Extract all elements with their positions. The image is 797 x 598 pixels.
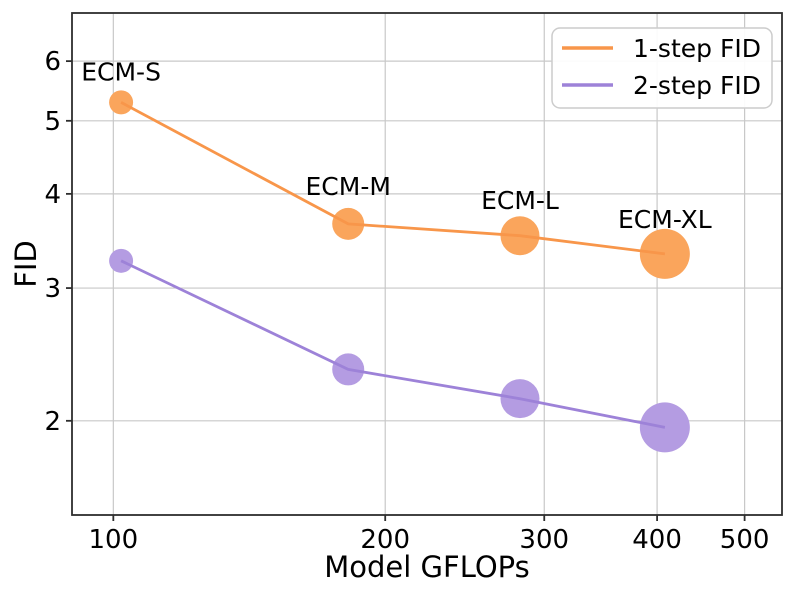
y-tick-label-3: 3 <box>44 274 61 304</box>
data-point-ecm-s-series-1 <box>109 90 134 115</box>
y-tick-label-2: 2 <box>44 407 61 437</box>
legend-label-2: 2-step FID <box>633 71 761 100</box>
annotation-ecm-xl: ECM-XL <box>618 205 712 234</box>
series-line-1 <box>120 101 666 256</box>
point-annotations: ECM-S ECM-M ECM-L ECM-XL <box>81 57 712 234</box>
x-tick-label-200: 200 <box>360 525 410 555</box>
y-tick-label-4: 4 <box>44 180 61 210</box>
data-series <box>109 90 690 453</box>
annotation-ecm-m: ECM-M <box>306 172 391 201</box>
x-tick-label-400: 400 <box>632 525 682 555</box>
annotation-ecm-l: ECM-L <box>481 186 559 215</box>
y-tick-label-5: 5 <box>44 107 61 137</box>
x-tick-label-500: 500 <box>720 525 770 555</box>
axis-ticks: 100 200 300 400 500 2 3 4 5 6 <box>44 47 769 555</box>
x-tick-label-100: 100 <box>89 525 139 555</box>
x-tick-label-300: 300 <box>519 525 569 555</box>
annotation-ecm-s: ECM-S <box>81 57 161 86</box>
series-line-2 <box>120 259 666 429</box>
plot-frame <box>71 12 783 516</box>
legend-label-1: 1-step FID <box>633 34 761 63</box>
y-tick-label-6: 6 <box>44 47 61 77</box>
x-axis-title: Model GFLOPs <box>324 550 529 584</box>
legend: 1-step FID 2-step FID <box>551 27 773 109</box>
series-1-step-fid <box>109 90 690 279</box>
series-2-step-fid <box>109 248 690 453</box>
y-axis-title: FID <box>9 240 43 288</box>
legend-entries: 1-step FID 2-step FID <box>562 34 761 100</box>
